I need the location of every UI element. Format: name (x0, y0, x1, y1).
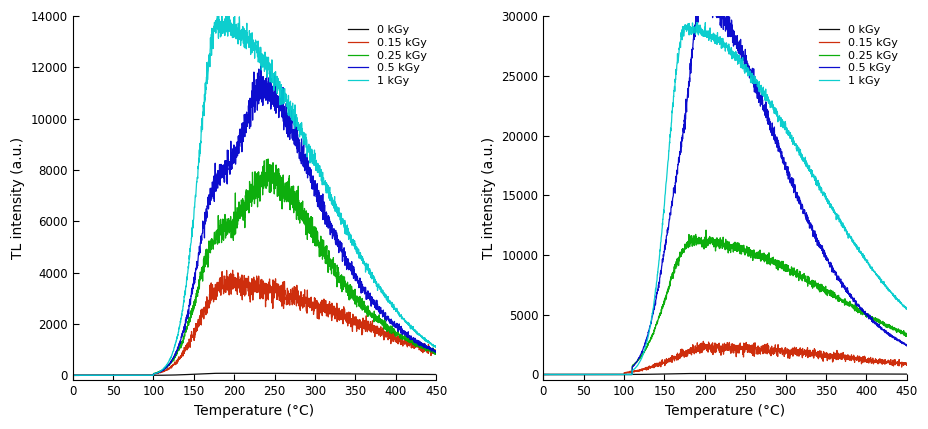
Legend: 0 kGy, 0.15 kGy, 0.25 kGy, 0.5 kGy, 1 kGy: 0 kGy, 0.15 kGy, 0.25 kGy, 0.5 kGy, 1 kG… (815, 22, 900, 89)
Y-axis label: TL intensity (a.u.): TL intensity (a.u.) (482, 137, 496, 260)
X-axis label: Temperature (°C): Temperature (°C) (194, 404, 314, 418)
X-axis label: Temperature (°C): Temperature (°C) (664, 404, 784, 418)
Legend: 0 kGy, 0.15 kGy, 0.25 kGy, 0.5 kGy, 1 kGy: 0 kGy, 0.15 kGy, 0.25 kGy, 0.5 kGy, 1 kG… (344, 22, 430, 89)
Y-axis label: TL intensity (a.u.): TL intensity (a.u.) (11, 137, 25, 260)
